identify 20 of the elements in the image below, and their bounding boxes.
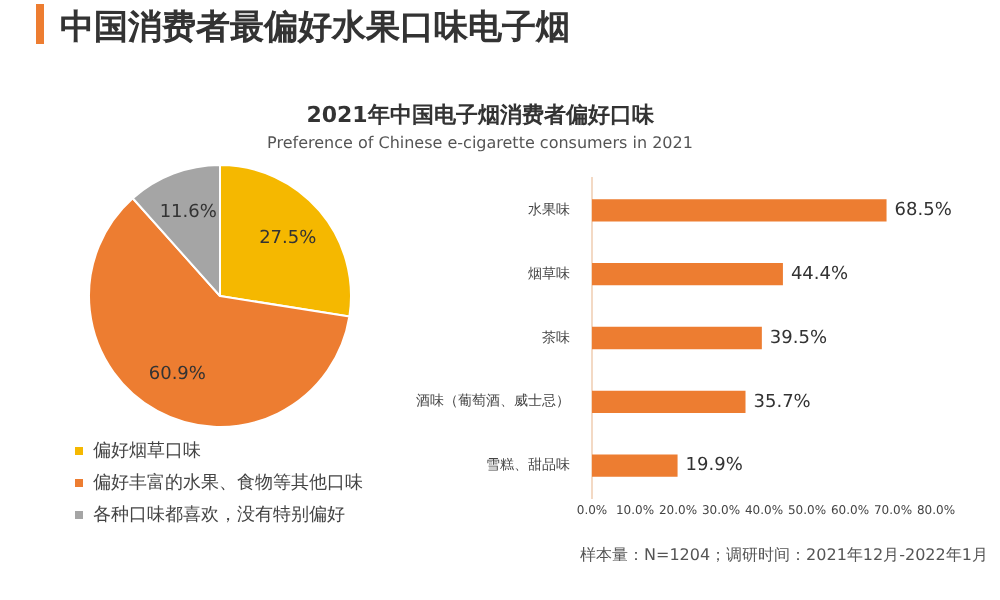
data-label: 27.5% — [259, 228, 318, 249]
bar — [592, 262, 783, 286]
data-label: 11.6% — [159, 203, 218, 224]
text: 样本量：N=1204；调研时间：2021年12月-2022年1月 — [580, 544, 988, 566]
text: 2021年中国电子烟消费者偏好口味 — [304, 100, 656, 130]
legend-label: 各种口味都喜欢，没有特别偏好 — [93, 503, 345, 526]
bar — [592, 454, 678, 477]
data-label: 35.7% — [753, 392, 812, 413]
chart-title: 中国消费者最偏好水果口味电子烟 — [60, 6, 570, 50]
bar — [592, 390, 746, 414]
legend-label: 偏好烟草口味 — [93, 439, 201, 462]
data-label: 19.9% — [685, 456, 744, 477]
bar — [592, 326, 762, 350]
text: Preference of Chinese e-cigarette consumers in 2021 — [265, 134, 695, 152]
data-label: 60.9% — [148, 364, 207, 385]
data-label: 68.5% — [894, 201, 953, 222]
data-label: 44.4% — [790, 264, 849, 285]
legend-label: 偏好丰富的水果、食物等其他口味 — [93, 471, 363, 494]
bar — [592, 199, 887, 222]
data-label: 39.5% — [769, 328, 828, 349]
